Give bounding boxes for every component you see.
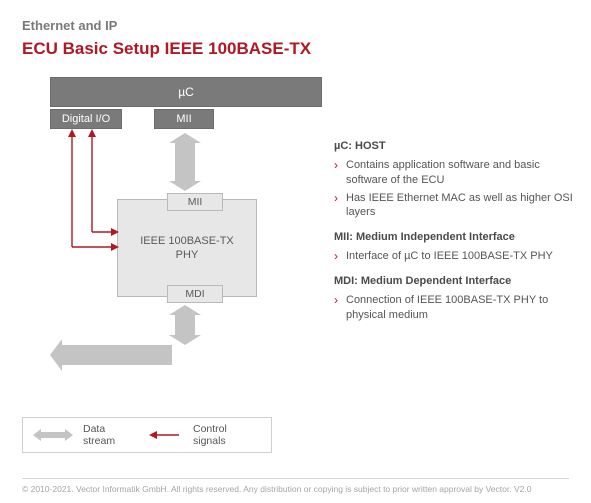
block-phy: IEEE 100BASE-TX PHY: [117, 199, 257, 297]
block-uc: µC: [50, 77, 322, 107]
legend-control-icon: [149, 428, 183, 442]
medium-label: Medium: [74, 349, 113, 361]
legend: Data stream Control signals: [22, 417, 272, 453]
desc-b3a: Connection of IEEE 100BASE-TX PHY to phy…: [334, 293, 580, 323]
phy-label-line2: PHY: [176, 249, 199, 261]
desc-b1b: Has IEEE Ethernet MAC as well as higher …: [334, 191, 580, 221]
block-digital-io: Digital I/O: [50, 109, 122, 129]
block-mii-phy: MII: [167, 193, 223, 211]
desc-h1: µC: HOST: [334, 139, 580, 154]
legend-control-label: Control signals: [193, 423, 261, 447]
block-mdi: MDI: [167, 285, 223, 303]
diagram: µC Digital I/O MII IEEE 100BASE-TX PHY M…: [22, 77, 569, 397]
block-mii-top: MII: [154, 109, 214, 129]
desc-h3: MDI: Medium Dependent Interface: [334, 274, 580, 289]
legend-data-icon: [33, 428, 73, 442]
footer: © 2010-2021. Vector Informatik GmbH. All…: [22, 478, 569, 495]
desc-b2a: Interface of µC to IEEE 100BASE-TX PHY: [334, 249, 580, 264]
legend-data-label: Data stream: [83, 423, 139, 447]
desc-h2: MII: Medium Independent Interface: [334, 230, 580, 245]
phy-label-line1: IEEE 100BASE-TX: [140, 235, 234, 247]
desc-b1a: Contains application software and basic …: [334, 158, 580, 188]
description-column: µC: HOST Contains application software a…: [334, 139, 580, 325]
page-title: ECU Basic Setup IEEE 100BASE-TX: [22, 39, 569, 59]
overline: Ethernet and IP: [22, 18, 569, 33]
